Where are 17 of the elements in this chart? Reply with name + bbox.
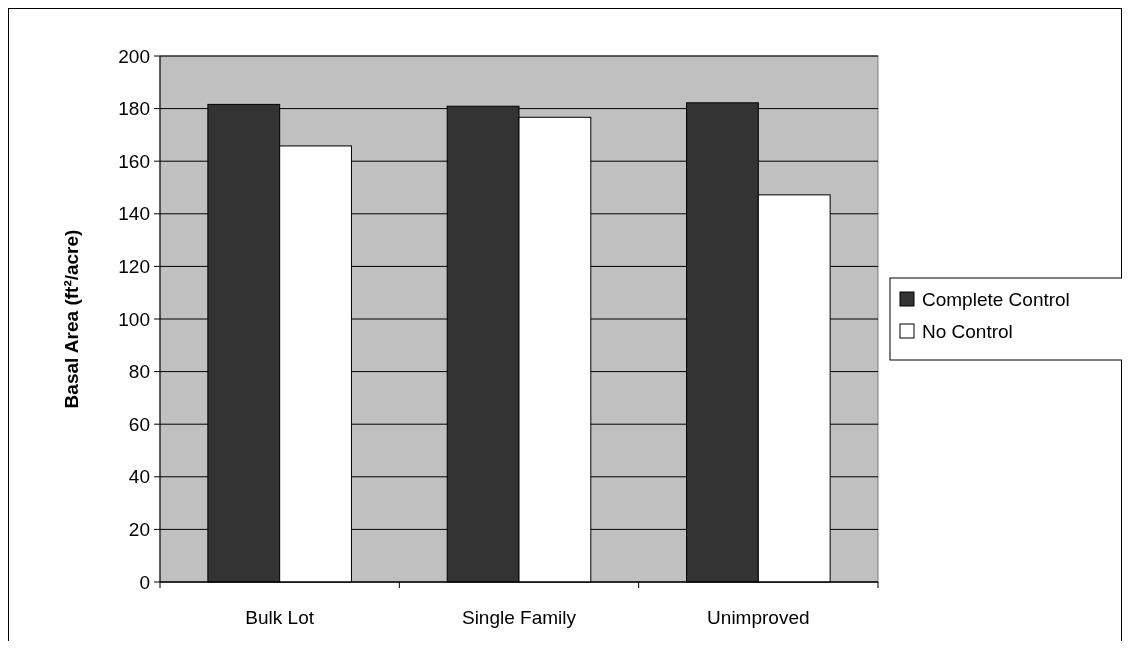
y-tick-label: 100 <box>118 308 150 330</box>
y-tick-label: 0 <box>139 571 150 593</box>
legend-label: No Control <box>922 320 1013 342</box>
y-tick-label: 180 <box>118 98 150 120</box>
y-tick-label: 160 <box>118 150 150 172</box>
y-axis-title: Basal Area (ft²/acre) <box>61 229 82 409</box>
x-tick-label: Single Family <box>461 607 577 628</box>
legend-label: Complete Control <box>922 288 1070 310</box>
y-tick-label: 80 <box>128 361 150 383</box>
y-tick-label: 60 <box>128 413 150 435</box>
y-tick-label: 200 <box>118 45 150 67</box>
y-tick-label: 40 <box>128 466 150 488</box>
x-tick-label: Bulk Lot <box>245 607 315 628</box>
x-tick-label: Unimproved <box>707 607 810 628</box>
y-tick-label: 140 <box>118 203 150 225</box>
y-tick-label: 20 <box>128 519 150 541</box>
y-tick-label: 120 <box>118 256 150 278</box>
